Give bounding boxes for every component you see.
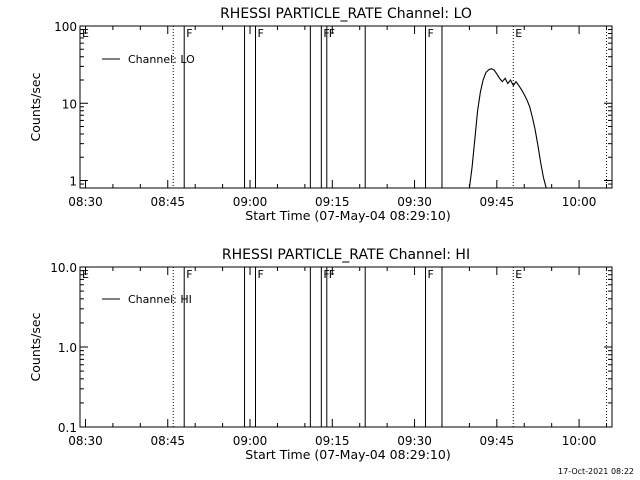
y-tick-label: 100 [54, 20, 77, 34]
event-flag-label: F [258, 268, 264, 281]
footer-timestamp: 17-Oct-2021 08:22 [558, 467, 634, 476]
plot-frame [79, 266, 613, 428]
event-flag-label: E [82, 268, 89, 281]
event-flag-label: F [329, 268, 335, 281]
chart-title: RHESSI PARTICLE_RATE Channel: LO [220, 6, 472, 22]
event-flag-label: F [186, 27, 192, 40]
chart-title: RHESSI PARTICLE_RATE Channel: HI [222, 247, 470, 263]
event-flag-label: F [258, 27, 264, 40]
x-tick-label: 08:45 [150, 195, 185, 209]
x-tick-label: 09:00 [233, 195, 268, 209]
x-tick-label: 09:45 [480, 434, 515, 448]
y-axis-label: Counts/sec [28, 312, 43, 381]
event-flag-label: F [186, 268, 192, 281]
legend-entry: Channel: HI [128, 293, 192, 306]
event-flag-label: E [82, 27, 89, 40]
x-tick-label: 09:30 [397, 195, 432, 209]
x-tick-label: 08:30 [68, 434, 103, 448]
chart-panel-0: RHESSI PARTICLE_RATE Channel: LO Counts/s… [28, 6, 613, 223]
y-axis-label: Counts/sec [28, 72, 43, 141]
x-tick-label: 10:00 [562, 434, 597, 448]
event-flag-label: F [329, 27, 335, 40]
x-tick-label: 09:45 [480, 195, 515, 209]
event-flag-label: E [515, 268, 522, 281]
x-tick-label: 08:30 [68, 195, 103, 209]
chart-panel-1: RHESSI PARTICLE_RATE Channel: HI Counts/s… [28, 247, 613, 462]
x-axis-label: Start Time (07-May-04 08:29:10) [245, 208, 450, 223]
event-flag-label: F [428, 268, 434, 281]
event-flag-label: E [515, 27, 522, 40]
plot-frame [79, 25, 613, 189]
x-tick-label: 09:15 [315, 195, 350, 209]
x-axis-label: Start Time (07-May-04 08:29:10) [245, 447, 450, 462]
y-tick-label: 1 [69, 175, 77, 189]
x-tick-label: 08:45 [150, 434, 185, 448]
x-tick-label: 09:00 [233, 434, 268, 448]
y-tick-label: 1.0 [58, 341, 77, 355]
y-tick-label: 10.0 [50, 261, 77, 275]
y-tick-label: 0.1 [58, 421, 77, 435]
event-flag-label: F [428, 27, 434, 40]
x-tick-label: 09:30 [397, 434, 432, 448]
x-tick-label: 09:15 [315, 434, 350, 448]
legend-entry: Channel: LO [128, 53, 195, 66]
y-tick-label: 10 [62, 97, 77, 111]
series-line [468, 68, 547, 189]
x-tick-label: 10:00 [562, 195, 597, 209]
